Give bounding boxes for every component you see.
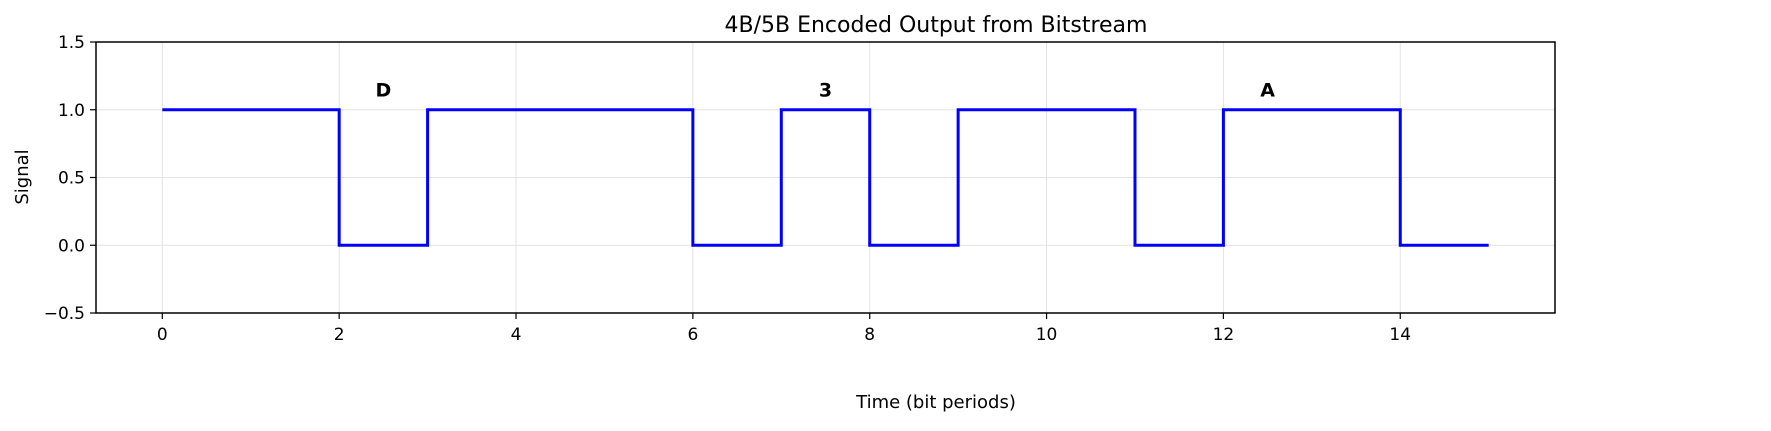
x-axis: 0 2 4 6 8 10 12 14 xyxy=(157,313,1411,345)
x-tick-label: 10 xyxy=(1036,325,1058,345)
y-tick-label: 1.5 xyxy=(58,33,85,53)
x-tick-label: 4 xyxy=(511,325,522,345)
chart-title: 4B/5B Encoded Output from Bitstream xyxy=(725,13,1148,38)
symbol-annotation: 3 xyxy=(819,79,832,101)
x-tick-label: 6 xyxy=(687,325,698,345)
x-tick-label: 0 xyxy=(157,325,168,345)
x-tick-label: 8 xyxy=(864,325,875,345)
y-tick-label: 0.5 xyxy=(58,169,85,189)
symbol-annotation: A xyxy=(1260,79,1275,101)
series-layer xyxy=(162,108,1489,247)
x-tick-label: 12 xyxy=(1213,325,1235,345)
x-tick-label: 14 xyxy=(1389,325,1411,345)
y-tick-label: 1.0 xyxy=(58,101,85,121)
y-tick-label: 0.0 xyxy=(58,236,85,256)
symbol-annotation: D xyxy=(375,79,391,101)
annotation-layer: D 3 A xyxy=(375,79,1275,101)
y-axis: −0.5 0.0 0.5 1.0 1.5 xyxy=(44,33,96,324)
signal-series-line xyxy=(162,108,1489,247)
x-axis-label: Time (bit periods) xyxy=(855,392,1016,413)
x-tick-label: 2 xyxy=(334,325,345,345)
y-axis-label: Signal xyxy=(12,149,33,204)
y-tick-label: −0.5 xyxy=(44,304,85,324)
